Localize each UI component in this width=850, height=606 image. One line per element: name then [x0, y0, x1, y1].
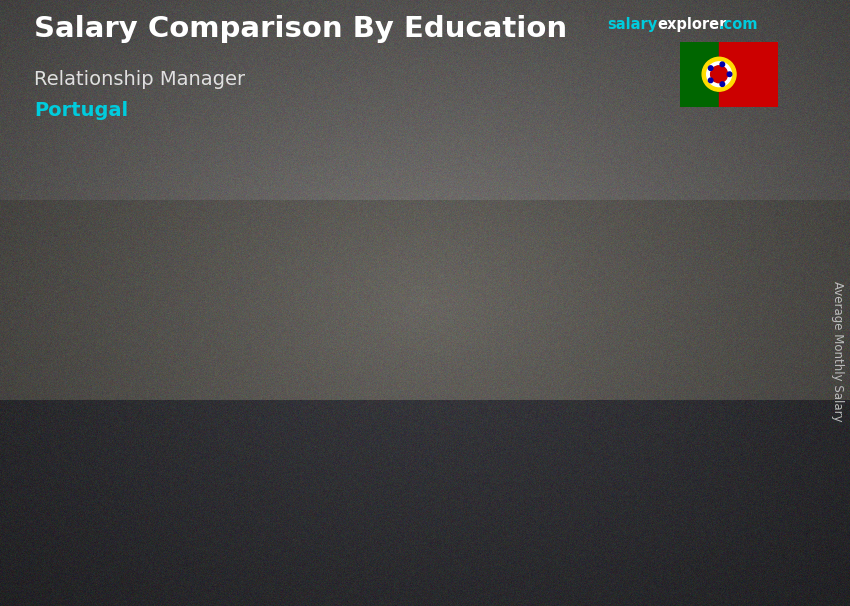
Bar — [118, 392, 129, 527]
Circle shape — [708, 66, 713, 70]
Bar — [118, 392, 207, 527]
Text: 4,280 EUR: 4,280 EUR — [450, 328, 535, 342]
Text: 2,660 EUR: 2,660 EUR — [106, 410, 190, 425]
Text: explorer: explorer — [657, 17, 727, 32]
Circle shape — [728, 72, 732, 76]
Circle shape — [706, 62, 732, 87]
Text: +41%: +41% — [383, 262, 460, 286]
Bar — [719, 42, 778, 107]
Circle shape — [708, 78, 713, 82]
Bar — [634, 264, 723, 268]
Circle shape — [702, 58, 736, 91]
Text: Salary Comparison By Education: Salary Comparison By Education — [34, 15, 567, 43]
Text: 3,030 EUR: 3,030 EUR — [278, 391, 363, 406]
Text: Portugal: Portugal — [34, 101, 128, 120]
Text: Relationship Manager: Relationship Manager — [34, 70, 245, 88]
Bar — [118, 392, 207, 394]
Bar — [290, 373, 379, 527]
Bar — [634, 264, 723, 527]
Text: +14%: +14% — [229, 335, 305, 358]
Bar — [462, 310, 552, 527]
Text: .com: .com — [718, 17, 757, 32]
Text: 5,180 EUR: 5,180 EUR — [627, 277, 712, 292]
Circle shape — [711, 66, 728, 82]
Bar — [290, 373, 379, 376]
Text: salary: salary — [608, 17, 658, 32]
Bar — [462, 310, 473, 527]
Circle shape — [720, 82, 724, 87]
Bar — [680, 42, 719, 107]
Circle shape — [720, 62, 724, 67]
Bar — [290, 373, 301, 527]
Bar — [462, 310, 552, 313]
Bar — [634, 264, 645, 527]
Text: +21%: +21% — [573, 214, 649, 238]
Text: Average Monthly Salary: Average Monthly Salary — [830, 281, 844, 422]
